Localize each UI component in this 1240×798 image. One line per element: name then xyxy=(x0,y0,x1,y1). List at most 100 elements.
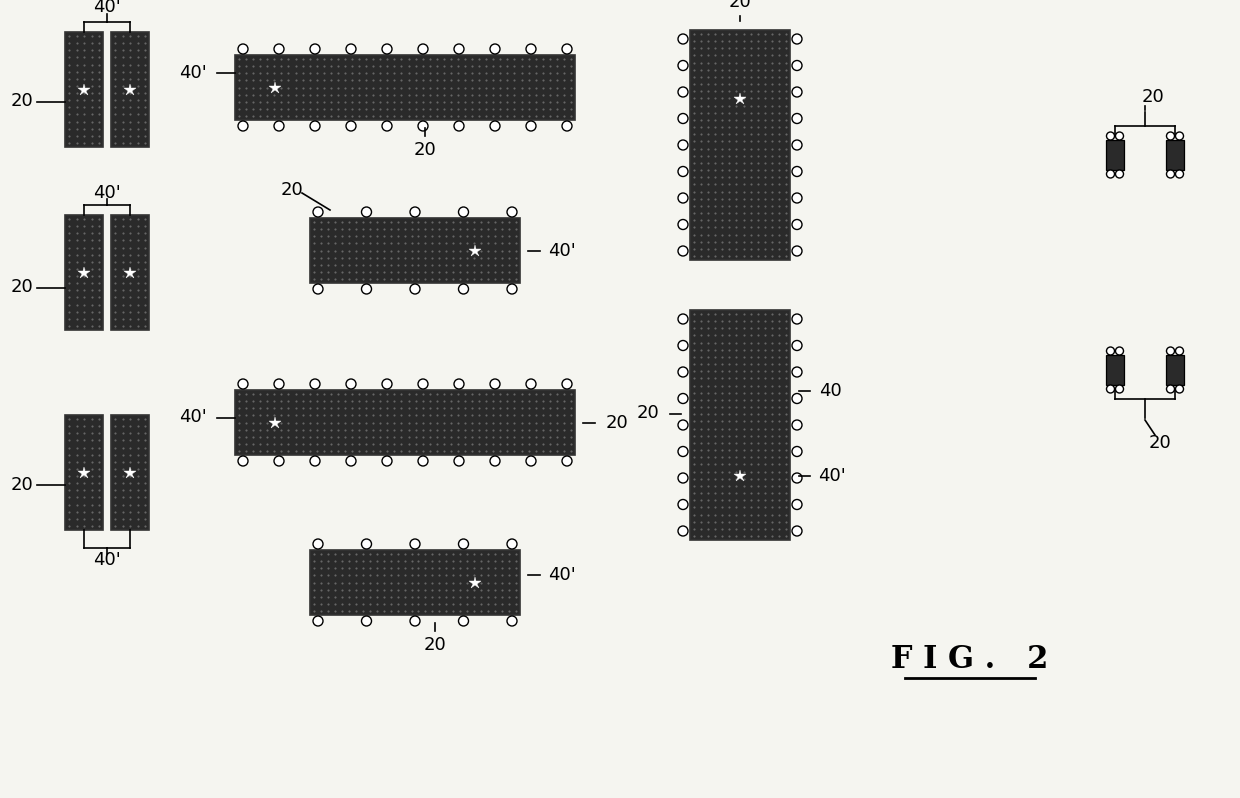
Bar xyxy=(236,390,575,455)
Circle shape xyxy=(792,246,802,256)
Circle shape xyxy=(459,539,469,549)
Circle shape xyxy=(792,140,802,150)
Circle shape xyxy=(678,526,688,536)
Circle shape xyxy=(792,314,802,324)
Circle shape xyxy=(678,393,688,404)
Bar xyxy=(64,415,103,530)
Circle shape xyxy=(678,61,688,70)
Circle shape xyxy=(362,284,372,294)
Circle shape xyxy=(678,113,688,124)
Circle shape xyxy=(1176,385,1183,393)
Text: 40': 40' xyxy=(93,0,120,16)
Circle shape xyxy=(418,44,428,54)
Circle shape xyxy=(1106,132,1115,140)
Text: 20: 20 xyxy=(605,413,629,432)
Circle shape xyxy=(678,367,688,377)
Circle shape xyxy=(526,121,536,131)
Bar xyxy=(1106,355,1123,385)
Text: 20: 20 xyxy=(11,93,33,110)
Circle shape xyxy=(1167,385,1174,393)
Text: 20: 20 xyxy=(414,141,436,159)
Circle shape xyxy=(490,456,500,466)
Circle shape xyxy=(490,44,500,54)
Circle shape xyxy=(792,193,802,203)
Circle shape xyxy=(678,219,688,230)
Circle shape xyxy=(678,246,688,256)
Circle shape xyxy=(678,473,688,483)
Text: 40': 40' xyxy=(818,467,846,484)
Circle shape xyxy=(507,284,517,294)
Circle shape xyxy=(1106,385,1115,393)
Circle shape xyxy=(312,616,322,626)
Circle shape xyxy=(792,341,802,350)
Circle shape xyxy=(792,113,802,124)
Circle shape xyxy=(346,44,356,54)
Text: 20: 20 xyxy=(424,636,446,654)
Circle shape xyxy=(382,456,392,466)
Text: 40': 40' xyxy=(548,566,575,583)
Circle shape xyxy=(274,379,284,389)
Circle shape xyxy=(792,447,802,456)
Bar xyxy=(112,415,149,530)
Circle shape xyxy=(312,539,322,549)
Text: 20: 20 xyxy=(1148,434,1172,452)
Text: 20: 20 xyxy=(1142,88,1164,106)
Circle shape xyxy=(792,393,802,404)
Bar xyxy=(689,30,790,260)
Circle shape xyxy=(238,379,248,389)
Circle shape xyxy=(1116,385,1123,393)
Circle shape xyxy=(792,87,802,97)
Circle shape xyxy=(1176,132,1183,140)
Circle shape xyxy=(418,121,428,131)
Circle shape xyxy=(792,61,802,70)
Circle shape xyxy=(562,456,572,466)
Circle shape xyxy=(274,121,284,131)
Text: 20: 20 xyxy=(280,181,304,199)
Circle shape xyxy=(678,314,688,324)
Circle shape xyxy=(562,121,572,131)
Circle shape xyxy=(792,167,802,176)
Circle shape xyxy=(526,456,536,466)
Circle shape xyxy=(678,167,688,176)
Circle shape xyxy=(1116,132,1123,140)
Circle shape xyxy=(346,379,356,389)
Circle shape xyxy=(1116,170,1123,178)
Bar xyxy=(64,32,103,147)
Circle shape xyxy=(410,207,420,217)
Circle shape xyxy=(410,284,420,294)
Circle shape xyxy=(312,207,322,217)
Bar xyxy=(310,218,520,283)
Circle shape xyxy=(382,379,392,389)
Circle shape xyxy=(678,447,688,456)
Circle shape xyxy=(678,140,688,150)
Text: 40': 40' xyxy=(179,409,207,426)
Circle shape xyxy=(382,121,392,131)
Circle shape xyxy=(1106,170,1115,178)
Circle shape xyxy=(678,341,688,350)
Circle shape xyxy=(382,44,392,54)
Bar xyxy=(64,215,103,330)
Text: 20: 20 xyxy=(729,0,751,11)
Circle shape xyxy=(310,44,320,54)
Circle shape xyxy=(274,44,284,54)
Text: F I G .   2: F I G . 2 xyxy=(892,645,1049,675)
Circle shape xyxy=(526,379,536,389)
Circle shape xyxy=(792,500,802,509)
Bar xyxy=(1166,140,1184,170)
Circle shape xyxy=(507,616,517,626)
Circle shape xyxy=(310,456,320,466)
Circle shape xyxy=(312,284,322,294)
Circle shape xyxy=(526,44,536,54)
Circle shape xyxy=(1176,170,1183,178)
Text: 20: 20 xyxy=(11,279,33,297)
Text: 40': 40' xyxy=(548,242,575,259)
Circle shape xyxy=(507,207,517,217)
Circle shape xyxy=(792,526,802,536)
Circle shape xyxy=(678,193,688,203)
Circle shape xyxy=(238,456,248,466)
Bar xyxy=(310,550,520,615)
Circle shape xyxy=(490,121,500,131)
Bar xyxy=(689,310,790,540)
Circle shape xyxy=(410,539,420,549)
Circle shape xyxy=(310,121,320,131)
